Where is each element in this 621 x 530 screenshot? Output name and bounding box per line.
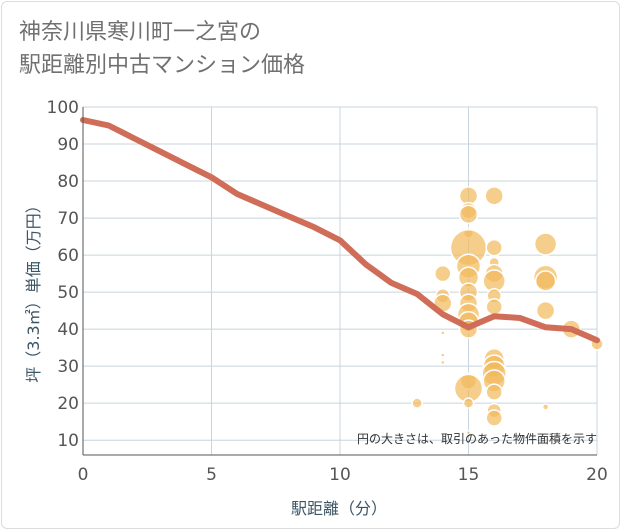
bubble-series xyxy=(411,186,604,436)
data-bubble xyxy=(485,238,503,257)
data-bubble xyxy=(485,409,503,427)
x-axis-title: 駅距離（分） xyxy=(291,499,387,518)
y-tick-label: 100 xyxy=(47,98,79,118)
y-tick-label: 70 xyxy=(57,209,79,229)
y-axis-title: 坪（3.3㎡）単価（万円） xyxy=(24,197,43,382)
data-bubble xyxy=(458,204,479,225)
data-bubble xyxy=(485,383,503,401)
grid-lines xyxy=(82,106,598,455)
data-bubble xyxy=(434,264,452,283)
y-tick-label: 10 xyxy=(57,431,79,451)
data-bubble xyxy=(465,430,472,436)
data-bubble xyxy=(440,330,446,336)
x-tick-label: 0 xyxy=(78,465,89,485)
y-tick-label: 40 xyxy=(57,320,79,340)
x-tick-label: 10 xyxy=(329,465,351,485)
data-bubble xyxy=(484,186,504,206)
data-bubble xyxy=(440,352,446,358)
y-tick-label: 20 xyxy=(57,394,79,414)
y-tick-label: 90 xyxy=(57,135,79,155)
y-tick-label: 30 xyxy=(57,357,79,377)
y-tick-label: 80 xyxy=(57,172,79,192)
axes: 0 5 10 15 20 10 20 30 40 50 60 70 80 90 100 xyxy=(47,98,608,485)
data-bubble xyxy=(462,397,475,409)
chart-title-line-2: 駅距離別中古マンション価格 xyxy=(19,53,306,78)
bubble-size-note: 円の大きさは、取引のあった物件面積を示す xyxy=(357,431,597,446)
data-bubble xyxy=(485,298,503,316)
data-bubble xyxy=(533,232,558,256)
y-tick-label: 60 xyxy=(57,246,79,266)
x-tick-label: 20 xyxy=(586,465,608,485)
y-tick-label: 50 xyxy=(57,283,79,303)
average-price-line xyxy=(80,117,600,344)
data-bubble xyxy=(440,359,446,366)
data-bubble xyxy=(535,300,556,321)
data-bubble xyxy=(534,270,557,292)
data-bubble xyxy=(411,397,423,409)
chart-title: 神奈川県寒川町一之宮の 駅距離別中古マンション価格 xyxy=(19,16,305,82)
x-tick-label: 5 xyxy=(206,465,217,485)
x-tick-label: 15 xyxy=(458,465,480,485)
chart-title-line-1: 神奈川県寒川町一之宮の xyxy=(19,20,262,45)
data-bubble xyxy=(541,403,550,411)
